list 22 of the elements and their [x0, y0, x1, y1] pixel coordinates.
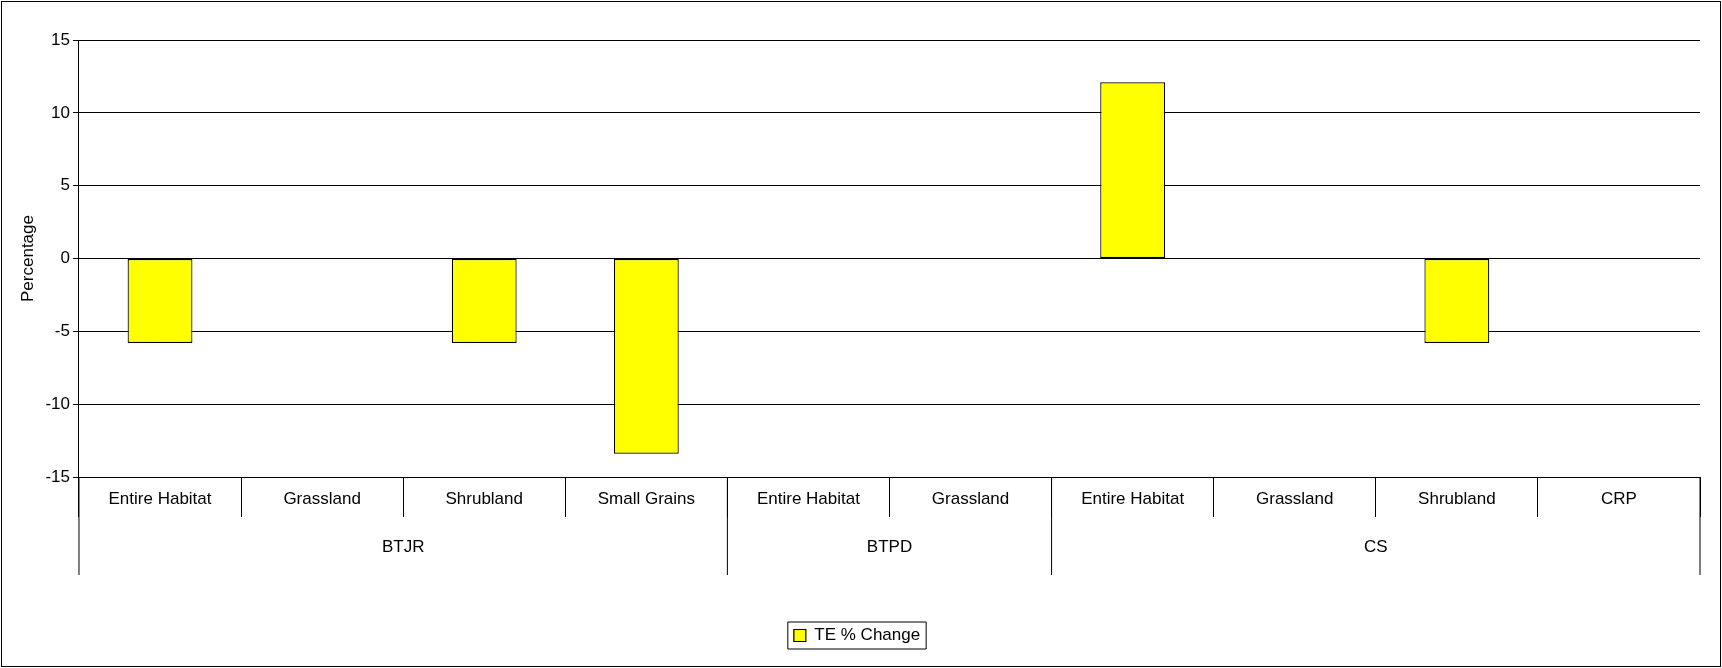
- y-tick-label: -10: [45, 393, 70, 413]
- text: BTJR: [381, 536, 425, 556]
- y-tick-label: 0: [60, 248, 70, 268]
- x-tick-label: Grassland: [931, 488, 1010, 508]
- x-tick-label: CRP: [1601, 488, 1637, 508]
- y-tick-label: 5: [60, 175, 70, 195]
- x-tick-label: Shrubland: [1418, 488, 1496, 508]
- x-tick-label: Entire Habitat: [1081, 488, 1185, 508]
- x-tick-label: Grassland: [1256, 488, 1334, 508]
- text: CS: [1363, 536, 1388, 556]
- text: BTPD: [866, 536, 913, 556]
- x-tick-label: Small Grains: [597, 488, 695, 508]
- x-tick-label: Entire Habitat: [108, 488, 212, 508]
- x-tick-label: Entire Habitat: [756, 488, 861, 508]
- y-tick-label: 15: [51, 29, 70, 49]
- y-tick-label: -5: [54, 321, 70, 341]
- legend-label: TE % Change: [814, 625, 921, 645]
- y-tick-label: -15: [45, 466, 70, 486]
- x-tick-label: Shrubland: [445, 488, 523, 508]
- x-tick-label: Grassland: [283, 488, 361, 508]
- y-tick-label: 10: [51, 102, 70, 122]
- y-axis-title: Percentage: [17, 215, 37, 302]
